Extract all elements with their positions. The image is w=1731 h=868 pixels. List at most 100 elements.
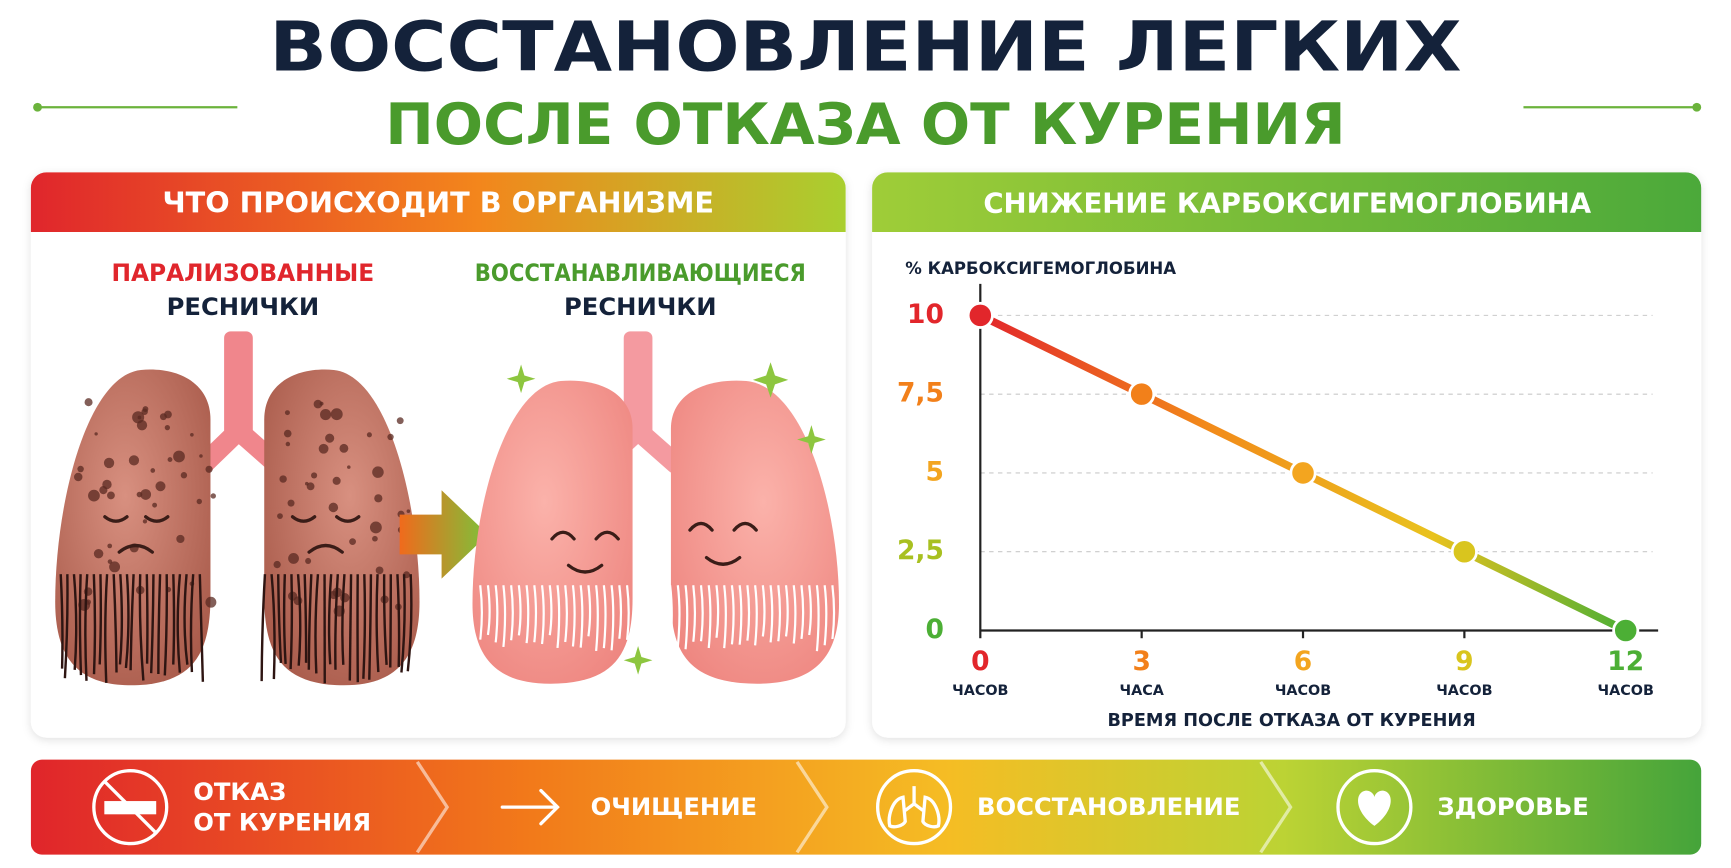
spot — [180, 472, 188, 479]
cilium — [396, 574, 401, 667]
cilium — [296, 574, 302, 666]
cilium — [761, 585, 766, 637]
spot — [155, 481, 166, 492]
spot — [311, 472, 318, 479]
happy-faces — [550, 521, 758, 574]
point — [966, 301, 994, 329]
panel-title: ЧТО ПРОИСХОДИТ В ОРГАНИЗМЕ — [163, 185, 715, 219]
healthy-lungs — [472, 331, 840, 684]
cilium — [564, 585, 568, 643]
cilium — [533, 585, 538, 643]
sparkle — [752, 362, 789, 398]
cilium — [362, 574, 367, 679]
spot — [277, 513, 283, 519]
cilium — [149, 574, 155, 674]
spot — [173, 450, 185, 463]
spot — [74, 472, 83, 482]
decor-dot — [1692, 102, 1702, 112]
spot — [273, 560, 281, 569]
spot — [366, 432, 372, 438]
face — [103, 515, 170, 554]
cilium — [176, 574, 182, 673]
chart-title: СНИЖЕНИЕ КАРБОКСИГЕМОГЛОБИНА — [983, 186, 1591, 219]
cilium — [540, 585, 545, 645]
spot — [164, 424, 171, 431]
cilium — [341, 574, 346, 665]
point — [1289, 459, 1317, 487]
spot — [84, 398, 93, 407]
spot — [339, 443, 349, 453]
step-label: ОТКАЗ — [193, 777, 286, 806]
cilium — [715, 585, 720, 638]
cilium — [692, 585, 697, 642]
x-tick-label: 12 — [1607, 646, 1644, 677]
spot — [375, 566, 384, 575]
x-tick-label: 9 — [1455, 646, 1473, 677]
cilium — [587, 585, 592, 637]
cilium — [198, 574, 205, 682]
y-tick-label: 2,5 — [897, 535, 944, 566]
cilium — [769, 585, 774, 643]
cilium — [502, 585, 507, 648]
x-tick-unit: ЧАСОВ — [1275, 683, 1331, 699]
spot — [372, 466, 384, 478]
icon-circle — [1336, 769, 1413, 846]
point — [1612, 616, 1640, 645]
spot — [305, 557, 312, 564]
cilia — [479, 585, 836, 652]
spots — [74, 398, 418, 617]
cilium — [699, 585, 704, 642]
cilium — [118, 574, 124, 665]
spot — [288, 552, 299, 564]
spot — [406, 509, 411, 513]
y-tick-label: 7,5 — [897, 378, 944, 409]
cilium — [707, 585, 712, 649]
cilium — [815, 585, 820, 652]
progress-band: ОТКАЗ ОТ КУРЕНИЯ ОЧИЩЕНИЕ ВОССТАНОВЛЕНИЕ… — [30, 759, 1702, 855]
cilia — [59, 574, 413, 684]
heart — [1358, 790, 1391, 826]
cilium — [375, 574, 380, 673]
spot — [141, 408, 148, 415]
cilium — [172, 574, 176, 665]
cilium — [792, 585, 797, 644]
spot — [306, 482, 315, 491]
face — [550, 530, 620, 574]
spot — [103, 457, 115, 469]
cilium — [661, 585, 666, 642]
spot — [332, 476, 341, 485]
cilium — [610, 585, 615, 651]
subtitle: ПОСЛЕ ОТКАЗА ОТ КУРЕНИЯ — [385, 91, 1345, 158]
spot — [374, 494, 383, 503]
left-panel: ЧТО ПРОИСХОДИТ В ОРГАНИЗМЕ ПАРАЛИЗОВАННЫ… — [30, 172, 846, 738]
cilium — [59, 574, 64, 669]
spot — [349, 538, 356, 545]
cilium — [777, 585, 782, 642]
cilium — [189, 574, 195, 673]
cilium — [556, 585, 561, 649]
cilium — [138, 574, 145, 681]
cilium — [602, 585, 607, 649]
face — [688, 521, 758, 566]
icons — [92, 769, 1413, 846]
arrow — [399, 490, 488, 579]
chevron — [415, 760, 450, 854]
x-axis-label: ВРЕМЯ ПОСЛЕ ОТКАЗА ОТ КУРЕНИЯ — [1107, 711, 1475, 731]
trachea — [224, 331, 253, 437]
panel-bg — [30, 172, 846, 738]
spot — [205, 465, 213, 473]
cilium — [595, 585, 599, 652]
cilium — [684, 585, 689, 650]
spot — [318, 443, 329, 454]
spot — [152, 502, 158, 508]
no-smoking-icon — [92, 769, 169, 846]
panel-header — [872, 172, 1702, 232]
before-label: ПАРАЛИЗОВАННЫЕ — [111, 258, 374, 287]
cilium — [723, 585, 727, 649]
cilium — [669, 585, 673, 651]
chevrons — [415, 760, 1293, 854]
cilium — [270, 574, 276, 680]
spot — [369, 521, 382, 534]
cilium — [389, 574, 393, 668]
